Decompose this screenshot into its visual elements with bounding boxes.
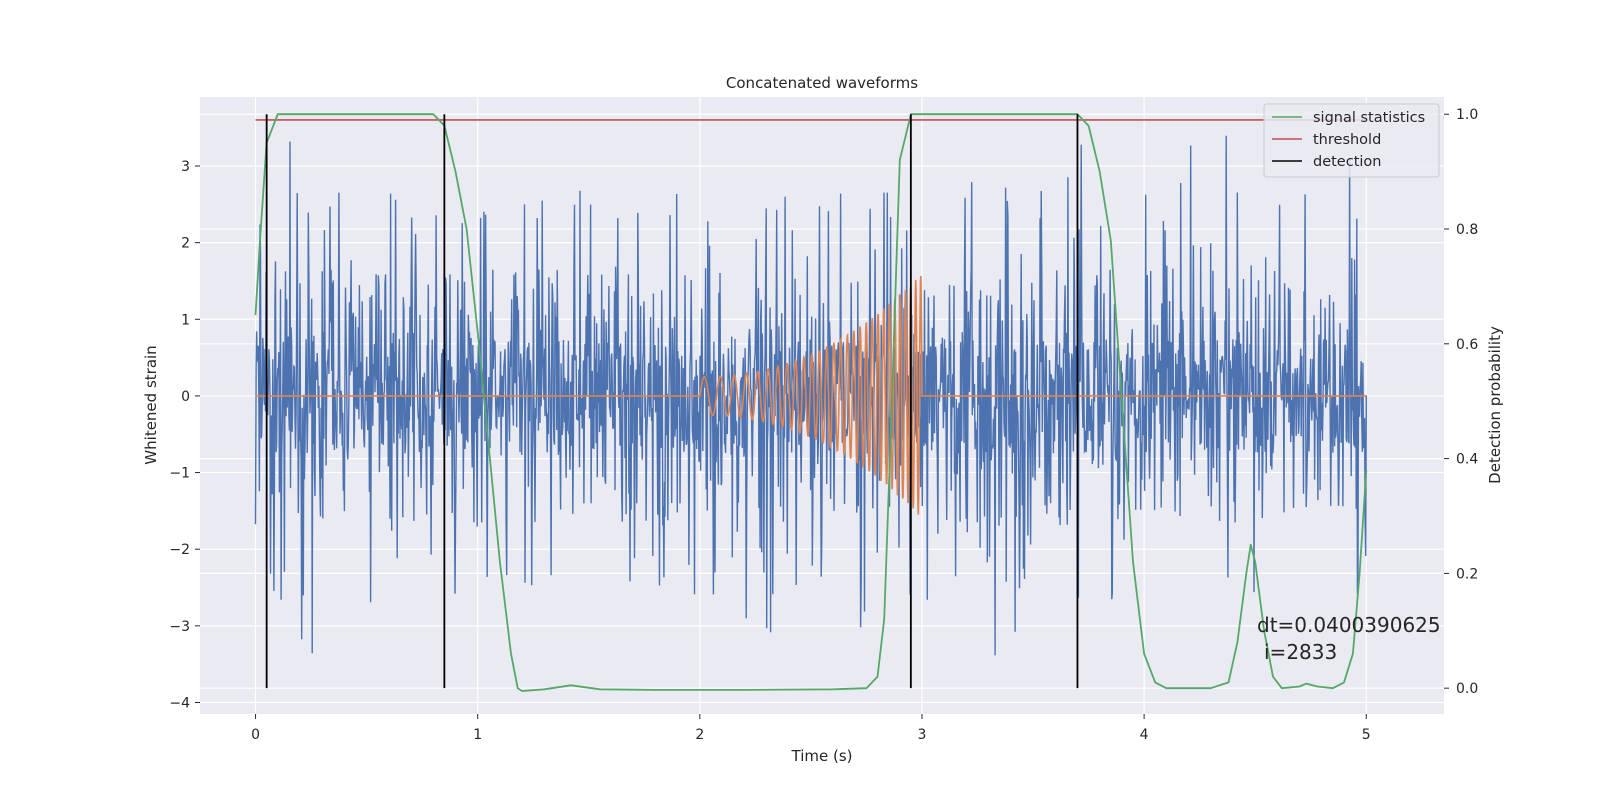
legend: signal statistics threshold detection <box>1263 103 1440 178</box>
x-tick-label: 0 <box>251 727 260 743</box>
x-tick-label: 3 <box>918 727 927 743</box>
noise-line <box>254 135 1368 656</box>
y2-tick-label: 1.0 <box>1456 107 1478 123</box>
x-tick-label: 5 <box>1362 727 1371 743</box>
y2-tick-label: 0.0 <box>1456 681 1478 697</box>
annotation-dt: dt=0.0400390625 <box>1257 613 1441 637</box>
y-tick-label: −3 <box>169 619 190 635</box>
y-tick-label: −1 <box>169 466 190 482</box>
y-tick-label: −2 <box>169 542 190 558</box>
annotation-index: i=2833 <box>1264 640 1337 664</box>
legend-label-detection: detection <box>1313 154 1381 170</box>
x-tick-label: 4 <box>1140 727 1149 743</box>
tick-labels: 0 1 2 3 4 5 −4 −3 −2 −1 0 1 2 3 0.0 0.2 0.4 0.6 0.8 1.0 <box>169 107 1478 743</box>
legend-label-threshold: threshold <box>1313 132 1381 148</box>
grid <box>200 97 1444 714</box>
y-tick-label: 0 <box>181 389 190 405</box>
signal-statistics-line <box>254 113 1368 692</box>
chart-title: Concatenated waveforms <box>726 74 918 92</box>
x-tick-label: 1 <box>473 727 482 743</box>
y-tick-label: 3 <box>181 159 190 175</box>
y-tick-label: 2 <box>181 236 190 252</box>
plot-lines <box>254 113 1368 692</box>
x-tick-label: 2 <box>695 727 704 743</box>
y-tick-label: −4 <box>169 696 190 712</box>
legend-box <box>1263 103 1440 178</box>
x-axis-label: Time (s) <box>791 747 853 765</box>
y2-tick-label: 0.8 <box>1456 222 1478 238</box>
y-tick-label: 1 <box>181 312 190 328</box>
y2-tick-label: 0.6 <box>1456 337 1478 353</box>
y2-tick-label: 0.4 <box>1456 452 1478 468</box>
y2-tick-label: 0.2 <box>1456 566 1478 582</box>
injection-line <box>255 275 1367 515</box>
y2-axis-label: Detection probability <box>1486 326 1504 484</box>
y-axis-label: Whitened strain <box>142 345 160 464</box>
legend-label-signal-statistics: signal statistics <box>1313 110 1425 126</box>
